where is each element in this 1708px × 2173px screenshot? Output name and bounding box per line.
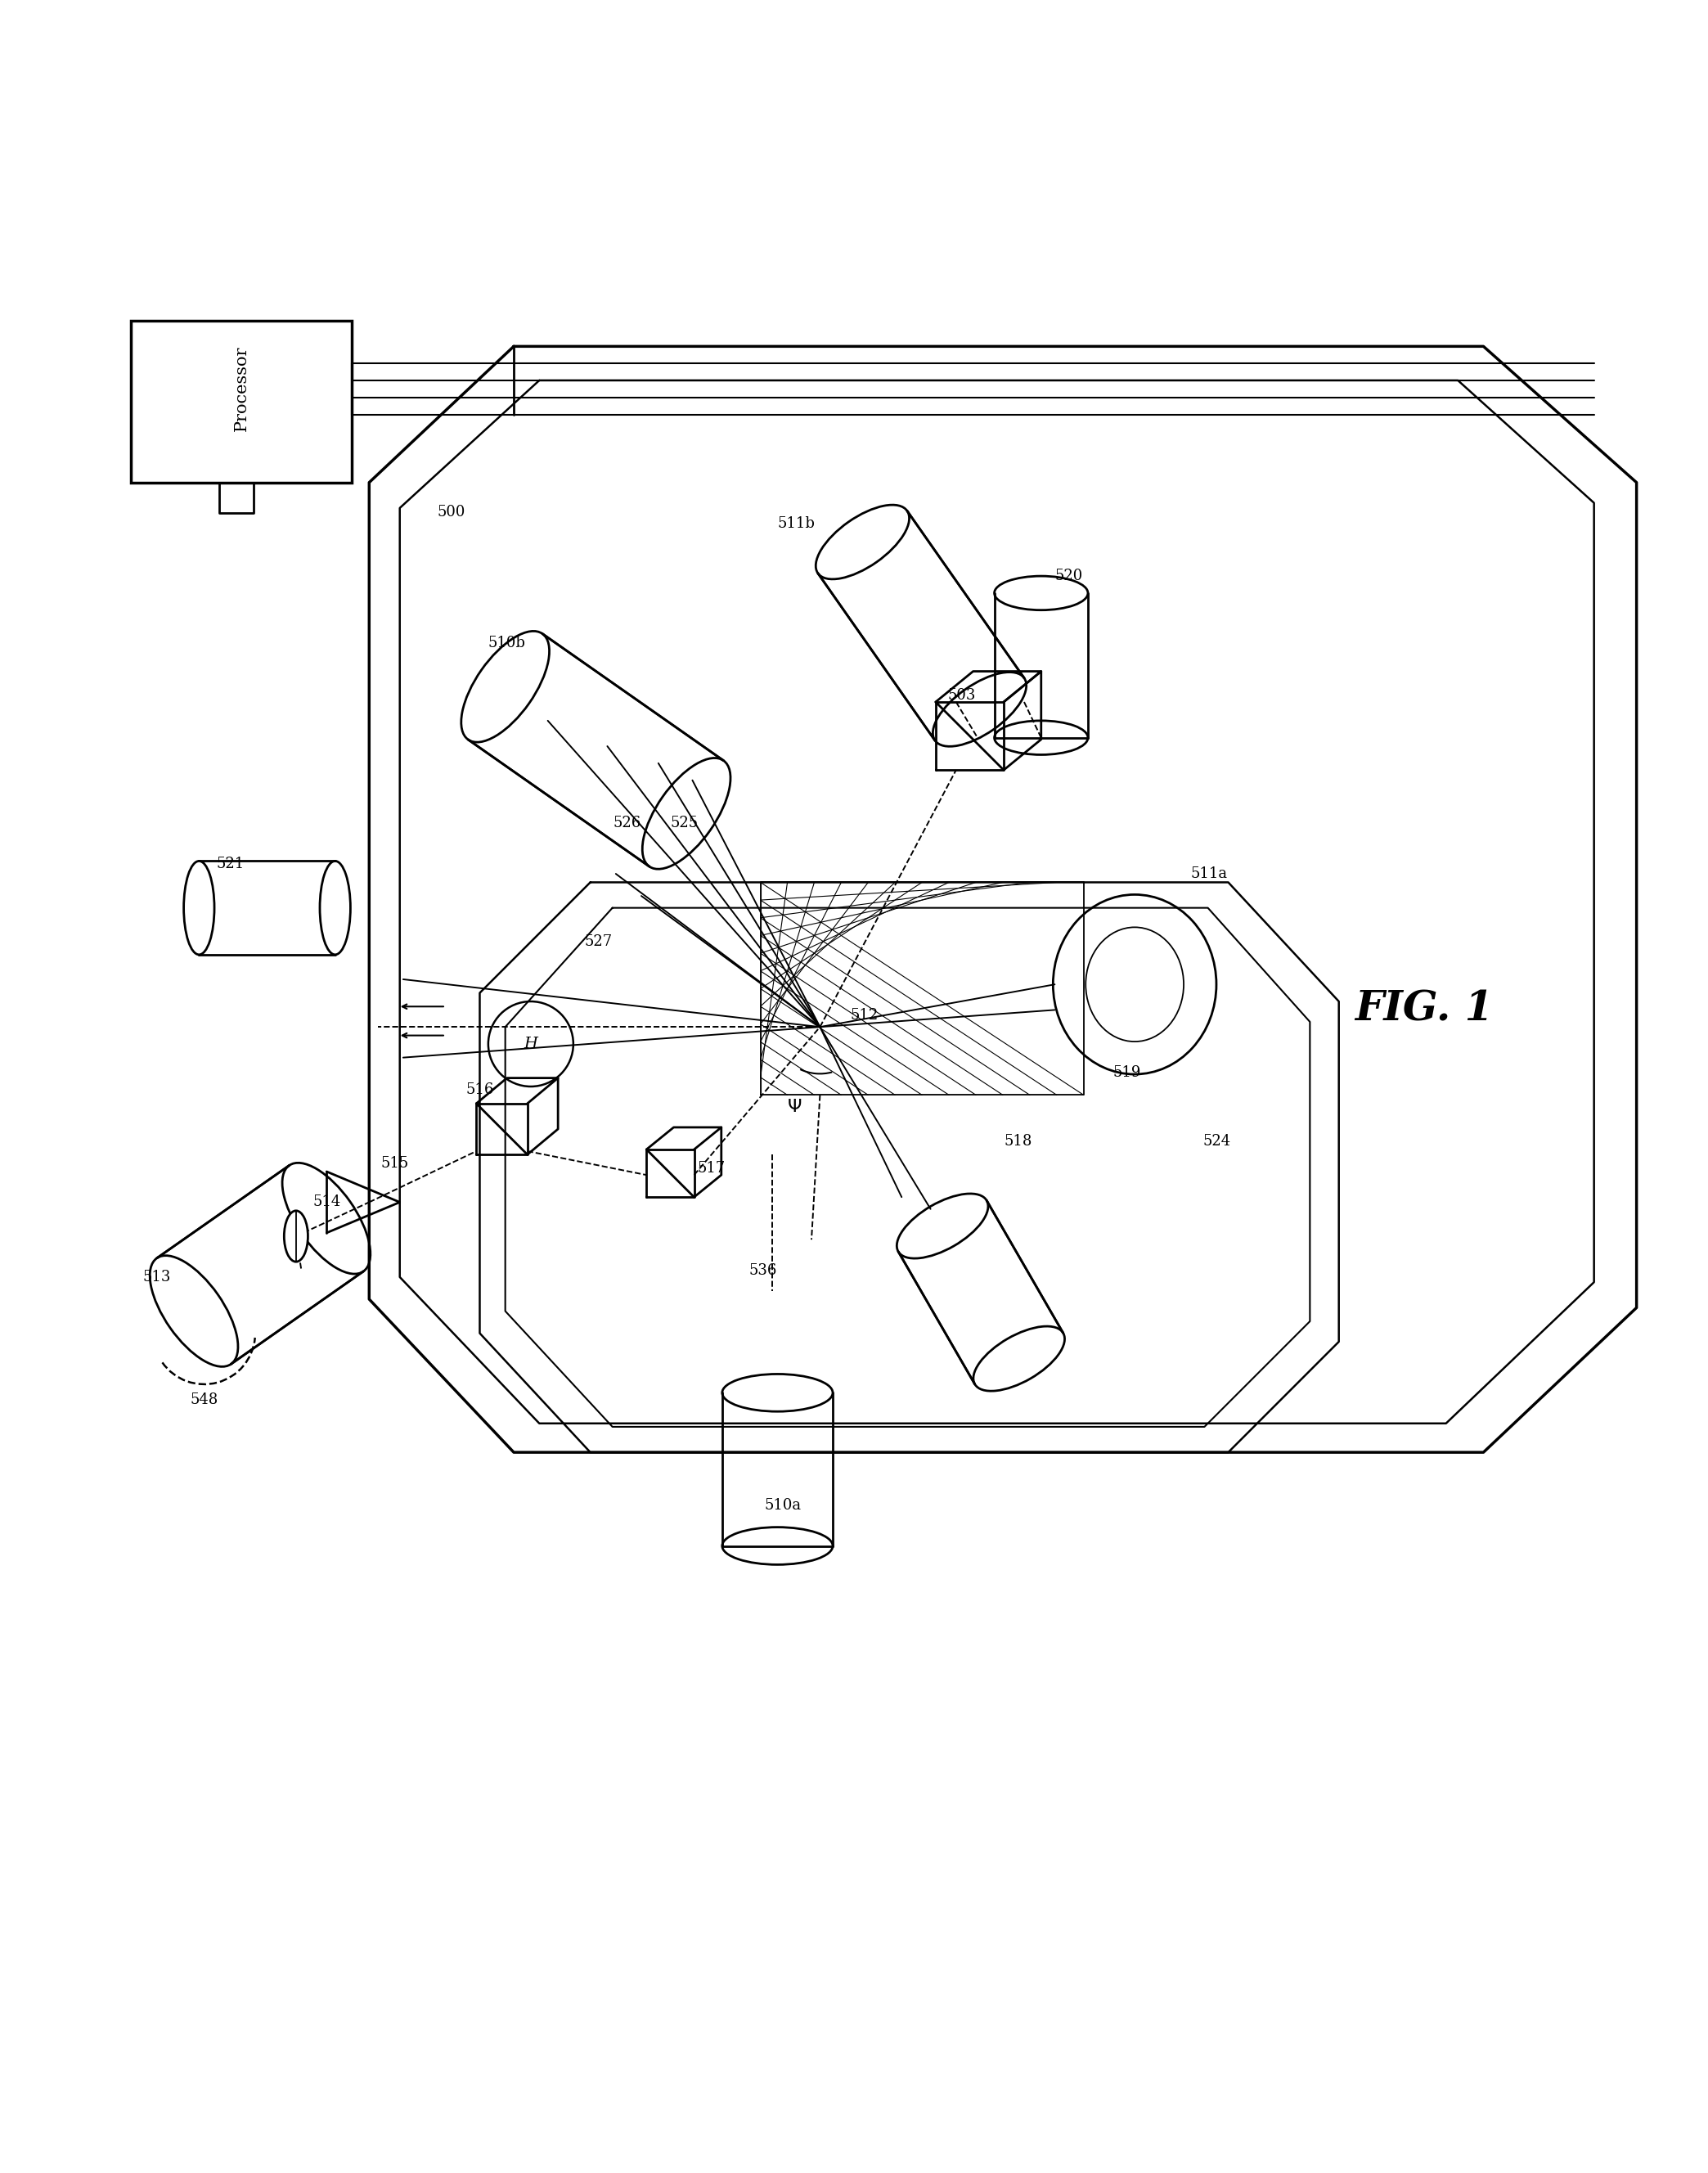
Text: 519: 519 [1112, 1065, 1141, 1080]
Text: 526: 526 [613, 815, 640, 830]
Text: 548: 548 [190, 1393, 219, 1408]
Text: Processor: Processor [234, 346, 249, 430]
Text: 514: 514 [313, 1195, 342, 1210]
Text: 520: 520 [1056, 569, 1083, 582]
Text: 517: 517 [697, 1160, 726, 1176]
Text: 516: 516 [466, 1082, 494, 1097]
Text: 513: 513 [143, 1269, 171, 1284]
Text: 527: 527 [584, 934, 613, 950]
Text: 510b: 510b [488, 637, 526, 650]
Ellipse shape [284, 1210, 307, 1263]
Ellipse shape [184, 861, 215, 954]
Text: 521: 521 [215, 856, 244, 871]
Text: 525: 525 [670, 815, 699, 830]
Text: 500: 500 [437, 504, 465, 519]
Text: 515: 515 [381, 1156, 410, 1171]
Text: 512: 512 [851, 1008, 878, 1023]
Text: 536: 536 [748, 1263, 777, 1278]
Text: 511a: 511a [1190, 867, 1228, 882]
Text: 503: 503 [948, 689, 975, 702]
Bar [132, 322, 352, 482]
Text: $\Psi$: $\Psi$ [787, 1097, 803, 1117]
Text: FIG. 1: FIG. 1 [1354, 991, 1493, 1030]
Text: H: H [524, 1037, 538, 1052]
Text: 511b: 511b [777, 517, 815, 530]
Text: 524: 524 [1202, 1134, 1231, 1147]
Text: 510a: 510a [763, 1497, 801, 1512]
Text: 518: 518 [1004, 1134, 1032, 1147]
